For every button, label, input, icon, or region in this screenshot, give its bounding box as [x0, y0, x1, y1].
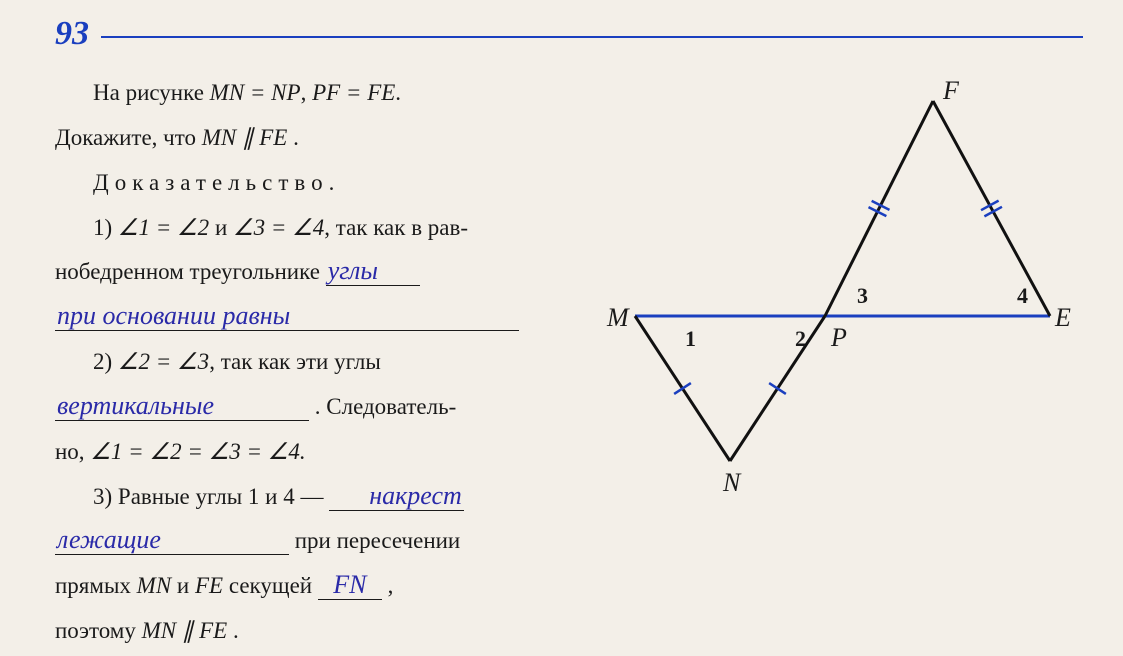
s3c-mid: и	[171, 573, 195, 598]
header: 93	[55, 15, 1083, 53]
stmt-parallel: MN ∥ FE	[202, 125, 288, 150]
stmt-line2-pre: Докажите, что	[55, 125, 202, 150]
stmt-eq2: PF = FE	[312, 80, 395, 105]
s1b-pre: нобедренном треугольнике	[55, 259, 326, 284]
blank-4: накрест	[329, 483, 464, 511]
s3c-post: секущей	[223, 573, 318, 598]
s3d-post: .	[227, 618, 239, 643]
figure-column: M P E F N 1 2 3 4	[595, 71, 1083, 654]
step2c: но, ∠1 = ∠2 = ∠3 = ∠4.	[55, 430, 575, 475]
s1-lead: 1)	[93, 215, 118, 240]
s3c-tail: ,	[382, 573, 394, 598]
tick-MN	[674, 383, 691, 394]
s2-lead: 2)	[93, 349, 118, 374]
blank-5: лежащие	[55, 527, 289, 555]
point-label-E: E	[1054, 303, 1071, 332]
segment-FE	[933, 101, 1050, 316]
point-label-M: M	[606, 303, 630, 332]
s3d-pre: поэтому	[55, 618, 142, 643]
s3c-l2: FE	[195, 573, 223, 598]
angle-label-4: 4	[1017, 283, 1028, 308]
s3-lead: 3) Равные углы 1 и 4 —	[93, 484, 329, 509]
step3: 3) Равные углы 1 и 4 — накрест	[55, 475, 575, 520]
s2c-eq: ∠1 = ∠2 = ∠3 = ∠4.	[90, 439, 305, 464]
step2: 2) ∠2 = ∠3, так как эти углы	[55, 340, 575, 385]
hw-6: FN	[333, 570, 366, 599]
step1c: при основании равны	[55, 295, 575, 340]
s1-eqA: ∠1 = ∠2	[118, 215, 209, 240]
header-rule	[101, 36, 1083, 38]
step3c: прямых MN и FE секущей FN ,	[55, 564, 575, 609]
point-label-N: N	[722, 468, 742, 491]
angle-label-3: 3	[857, 283, 868, 308]
step2b: вертикальные . Следователь-	[55, 385, 575, 430]
s3d-eq: MN ∥ FE	[142, 618, 228, 643]
hw-2: при основании равны	[57, 301, 290, 330]
stmt-pre: На рисунке	[93, 80, 210, 105]
hw-4: накрест	[369, 481, 462, 510]
stmt-sep1: ,	[301, 80, 313, 105]
hw-5: лежащие	[57, 525, 161, 554]
blank-1: углы	[326, 258, 420, 286]
statement-line1: На рисунке MN = NP, PF = FE.	[55, 71, 575, 116]
step1b: нобедренном треугольнике углы	[55, 250, 575, 295]
step1: 1) ∠1 = ∠2 и ∠3 = ∠4, так как в рав-	[55, 206, 575, 251]
blank-6: FN	[318, 572, 382, 600]
s1-mid: и	[209, 215, 233, 240]
hw-1: углы	[328, 256, 378, 285]
point-label-F: F	[942, 76, 960, 105]
s1-tail: , так как в рав-	[324, 215, 468, 240]
page: 93 На рисунке MN = NP, PF = FE. Докажите…	[0, 0, 1123, 656]
s2-tail: , так как эти углы	[209, 349, 381, 374]
s3b-post: при пересечении	[289, 528, 460, 553]
stmt-eq1: MN = NP	[210, 80, 301, 105]
s3c-pre: прямых	[55, 573, 137, 598]
angle-label-1: 1	[685, 326, 696, 351]
content: На рисунке MN = NP, PF = FE. Докажите, ч…	[55, 71, 1083, 654]
step3b: лежащие при пересечении	[55, 519, 575, 564]
s3c-l1: MN	[137, 573, 172, 598]
stmt-line2-post: .	[287, 125, 299, 150]
problem-number: 93	[55, 15, 89, 53]
statement-line2: Докажите, что MN ∥ FE .	[55, 116, 575, 161]
proof-heading-text: Доказательство.	[93, 170, 340, 195]
blank-3: вертикальные	[55, 393, 309, 421]
angle-label-2: 2	[795, 326, 806, 351]
blank-2: при основании равны	[55, 303, 519, 331]
s2b-post: . Следователь-	[309, 394, 456, 419]
s2c-pre: но,	[55, 439, 90, 464]
step3d: поэтому MN ∥ FE .	[55, 609, 575, 654]
proof-heading: Доказательство.	[55, 161, 575, 206]
tick-NP	[769, 383, 786, 394]
geometry-figure: M P E F N 1 2 3 4	[595, 71, 1075, 491]
s2-eq: ∠2 = ∠3	[118, 349, 209, 374]
point-label-P: P	[830, 323, 847, 352]
text-column: На рисунке MN = NP, PF = FE. Докажите, ч…	[55, 71, 575, 654]
s1-eqB: ∠3 = ∠4	[233, 215, 324, 240]
stmt-sep2: .	[395, 80, 401, 105]
hw-3: вертикальные	[57, 391, 214, 420]
segment-PF	[825, 101, 933, 316]
